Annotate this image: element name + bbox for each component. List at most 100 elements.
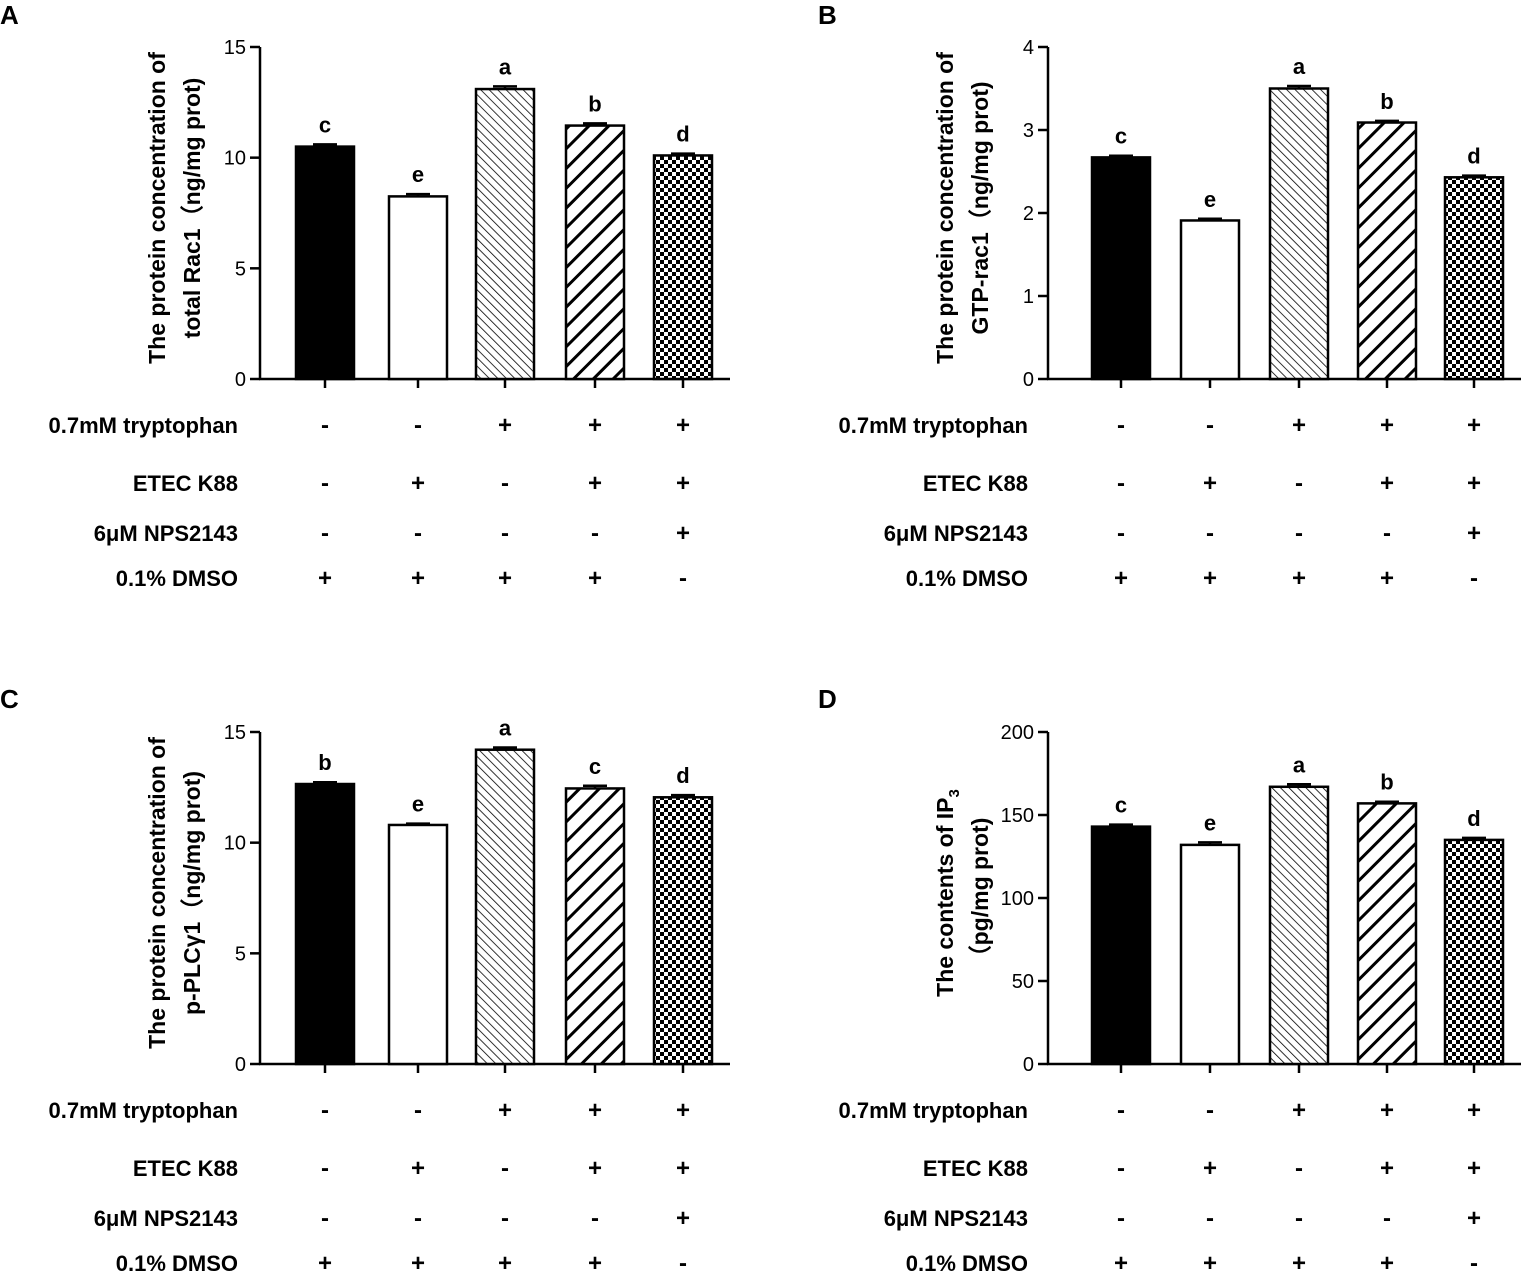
treatment-sign: +: [1467, 1097, 1481, 1124]
treatment-sign: -: [591, 520, 599, 547]
y-axis-label-subscript: 3: [946, 789, 963, 797]
treatment-sign: +: [1467, 412, 1481, 439]
y-tick-label: 4: [1023, 37, 1034, 59]
treatment-sign: +: [588, 1097, 602, 1124]
treatment-sign: +: [1380, 1097, 1394, 1124]
significance-letter: e: [412, 792, 424, 817]
y-tick-label: 10: [224, 833, 246, 855]
treatment-sign: +: [411, 1155, 425, 1182]
significance-letter: b: [1380, 89, 1393, 114]
significance-letter: e: [412, 162, 424, 187]
significance-letter: b: [588, 91, 601, 116]
y-tick-label: 0: [235, 1054, 246, 1076]
significance-letter: d: [676, 763, 689, 788]
significance-letter: d: [1467, 144, 1480, 169]
treatment-sign: -: [1470, 565, 1478, 592]
treatment-label: 6μM NPS2143: [884, 521, 1028, 546]
treatment-sign: +: [676, 520, 690, 547]
bar-1: [1090, 825, 1152, 1066]
treatment-sign: +: [318, 565, 332, 592]
y-tick-label: 200: [1001, 722, 1034, 744]
treatment-sign: +: [676, 470, 690, 497]
treatment-sign: -: [1206, 412, 1214, 439]
treatment-sign: +: [1292, 1097, 1306, 1124]
treatment-sign: -: [1383, 1205, 1391, 1232]
treatment-sign: +: [411, 1250, 425, 1274]
bar-1: [294, 782, 356, 1066]
treatment-sign: -: [1206, 1097, 1214, 1124]
treatment-label: 0.1% DMSO: [906, 566, 1028, 591]
treatment-sign: +: [676, 1205, 690, 1232]
treatment-sign: -: [1117, 520, 1125, 547]
y-tick-label: 15: [224, 37, 246, 59]
y-axis-label-line-1: The protein concentration of: [144, 737, 170, 1049]
treatment-sign: -: [321, 520, 329, 547]
significance-letter: a: [1293, 54, 1306, 79]
significance-letter: a: [499, 715, 512, 740]
bar-5: [1443, 176, 1505, 381]
bar-4: [564, 787, 626, 1066]
y-axis-label-line-1: The protein concentration of: [932, 52, 958, 364]
y-axis-label-line-1: The contents of IP3: [932, 789, 963, 997]
treatment-sign: -: [414, 1097, 422, 1124]
treatment-sign: +: [588, 1155, 602, 1182]
significance-letter: b: [318, 750, 331, 775]
treatment-sign: +: [498, 1250, 512, 1274]
bar-4: [1356, 802, 1418, 1066]
treatment-sign: -: [1295, 1155, 1303, 1182]
y-tick-label: 5: [235, 258, 246, 280]
treatment-label: 6μM NPS2143: [94, 521, 238, 546]
panel-c: C The protein concentration of p-PLCγ1（n…: [0, 684, 730, 1076]
y-axis-label-line-2: p-PLCγ1（ng/mg prot): [179, 771, 205, 1015]
treatment-sign: -: [501, 520, 509, 547]
y-axis-label-line-2: （pg/mg prot): [967, 818, 993, 969]
treatment-sign: -: [1206, 520, 1214, 547]
panel-b: B The protein concentration of GTP-rac1（…: [818, 0, 1521, 391]
treatment-sign: +: [1467, 520, 1481, 547]
treatment-sign: +: [676, 1097, 690, 1124]
treatment-sign: +: [411, 470, 425, 497]
treatment-sign: -: [1206, 1205, 1214, 1232]
y-tick-label: 0: [1023, 369, 1034, 391]
significance-letter: c: [589, 754, 601, 779]
treatment-sign: -: [501, 470, 509, 497]
treatment-sign: +: [1203, 470, 1217, 497]
bar-2: [1179, 843, 1241, 1066]
y-tick-label: 100: [1001, 888, 1034, 910]
treatment-sign: -: [1295, 520, 1303, 547]
treatment-sign: -: [414, 412, 422, 439]
treatment-label: 6μM NPS2143: [94, 1206, 238, 1231]
treatment-sign: +: [588, 470, 602, 497]
treatment-sign: +: [588, 1250, 602, 1274]
treatment-sign: -: [501, 1205, 509, 1232]
treatment-sign: -: [679, 565, 687, 592]
panel-d: D The contents of IP3 （pg/mg prot) 0 50 10…: [818, 684, 1521, 1076]
treatment-sign: +: [1203, 565, 1217, 592]
significance-letter: c: [1115, 124, 1127, 149]
significance-letter: c: [319, 112, 331, 137]
treatment-label: ETEC K88: [923, 471, 1028, 496]
y-axis-label-line-2: GTP-rac1（ng/mg prot): [967, 81, 993, 334]
plot-area: 0 5 10 15 c e a b d: [224, 37, 730, 391]
y-tick-label: 5: [235, 943, 246, 965]
treatment-sign: +: [498, 412, 512, 439]
bar-4: [1356, 121, 1418, 381]
y-tick-label: 2: [1023, 203, 1034, 225]
y-tick-label: 50: [1012, 971, 1034, 993]
treatment-sign: +: [1114, 1250, 1128, 1274]
y-axis-label-main: The contents of IP: [932, 798, 958, 997]
treatment-sign: +: [498, 565, 512, 592]
treatment-sign: -: [1470, 1250, 1478, 1274]
treatment-sign: +: [676, 1155, 690, 1182]
treatment-sign: -: [321, 412, 329, 439]
treatment-label: 0.7mM tryptophan: [839, 413, 1028, 438]
y-tick-label: 1: [1023, 286, 1034, 308]
treatment-sign: -: [414, 1205, 422, 1232]
treatment-sign: -: [414, 520, 422, 547]
treatment-table-a: 0.7mM tryptophan - - + + + ETEC K88 - + - + +6μM NP…: [49, 412, 690, 592]
y-axis-label-line-2: total Rac1（ng/mg prot): [179, 78, 205, 339]
treatment-sign: +: [1467, 1155, 1481, 1182]
treatment-sign: +: [1292, 1250, 1306, 1274]
treatment-table-c: 0.7mM tryptophan - - + + + ETEC K88 - + - + +6μM NP…: [49, 1097, 690, 1274]
